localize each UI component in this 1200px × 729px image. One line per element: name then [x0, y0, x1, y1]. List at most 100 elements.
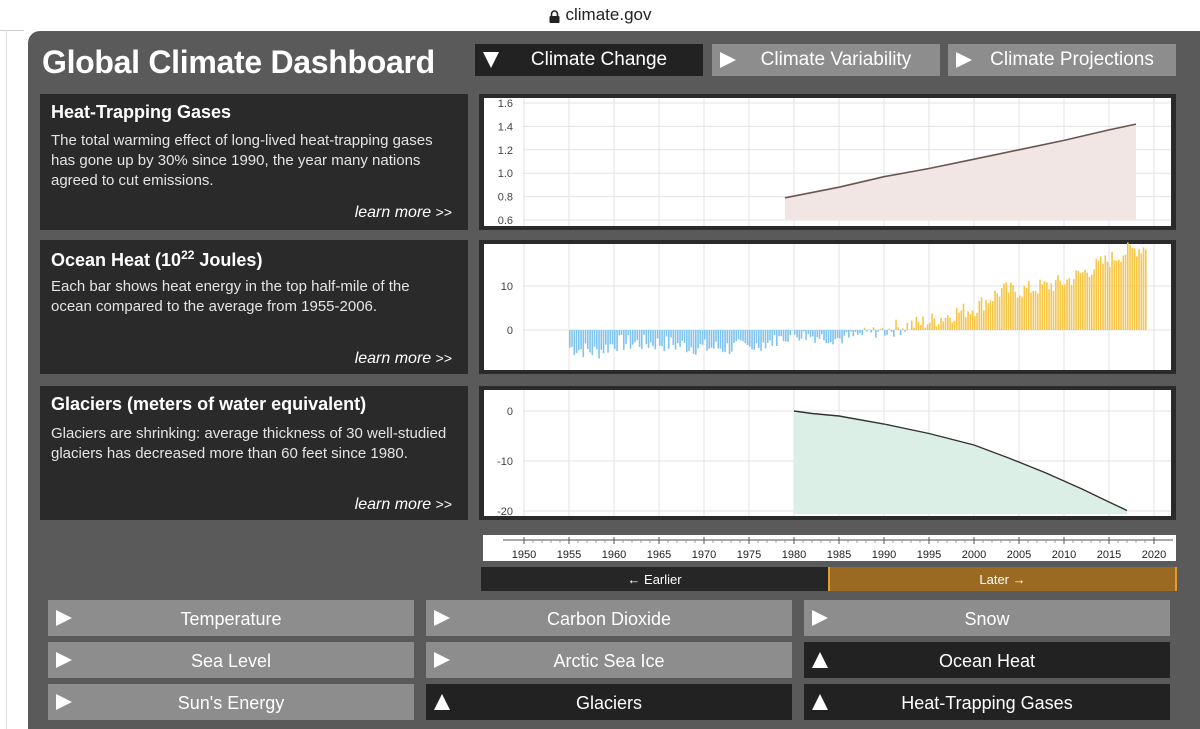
- ocean-heat-bar: [587, 330, 589, 349]
- ocean-heat-bar: [767, 330, 769, 343]
- ocean-heat-bar: [1127, 242, 1129, 330]
- ocean-heat-bar: [899, 330, 902, 336]
- ocean-heat-bar: [796, 330, 798, 338]
- ocean-heat-bar: [1138, 248, 1140, 330]
- tab-climate-variability[interactable]: Climate Variability: [712, 44, 940, 76]
- learn-more-link[interactable]: learn more >>: [355, 350, 452, 368]
- ocean-heat-bar: [870, 330, 873, 333]
- ocean-heat-bar: [798, 330, 801, 341]
- ocean-heat-bar: [598, 330, 600, 359]
- tab-climate-projections[interactable]: Climate Projections: [948, 44, 1176, 76]
- ocean-heat-bar: [904, 330, 906, 332]
- ocean-heat-bar: [1118, 259, 1120, 330]
- ocean-heat-bar: [620, 330, 623, 335]
- learn-more-arrow: >>: [435, 204, 452, 220]
- ocean-heat-bar: [753, 330, 756, 350]
- ocean-heat-bar: [591, 330, 594, 356]
- tab-label: Climate Projections: [990, 49, 1154, 70]
- tab-label: Climate Variability: [760, 49, 912, 70]
- year-tick-label: 2005: [1007, 549, 1031, 561]
- dashboard-title: Global Climate Dashboard: [42, 44, 435, 80]
- ocean-heat-bar: [911, 320, 913, 330]
- year-tick-label: 2000: [962, 549, 986, 561]
- ocean-heat-bar: [1104, 255, 1107, 330]
- year-tick-label: 1955: [557, 549, 581, 561]
- button-carbon-dioxide[interactable]: Carbon Dioxide: [426, 600, 792, 636]
- ocean-heat-bar: [607, 330, 609, 353]
- button-temperature[interactable]: Temperature: [48, 600, 414, 636]
- ocean-heat-bar: [850, 330, 852, 332]
- lock-icon: [549, 9, 559, 23]
- ocean-heat-bar: [1093, 269, 1095, 330]
- ocean-heat-bar: [1120, 262, 1122, 330]
- y-tick-label: -10: [497, 456, 513, 468]
- button-glaciers[interactable]: Glaciers: [426, 684, 792, 720]
- learn-more-link[interactable]: learn more >>: [355, 496, 452, 514]
- ocean-heat-bar: [1055, 280, 1057, 330]
- ocean-heat-bar: [836, 330, 839, 339]
- ocean-heat-bar: [764, 330, 767, 349]
- ocean-heat-bar: [755, 330, 758, 344]
- year-tick-label: 1975: [737, 549, 761, 561]
- triangle-right-icon: [956, 52, 972, 68]
- ocean-heat-bar: [886, 330, 888, 335]
- ocean-heat-bar: [641, 330, 643, 349]
- ocean-heat-bar: [1111, 251, 1113, 330]
- ocean-heat-bar: [1097, 260, 1100, 330]
- ocean-heat-bar: [1064, 284, 1066, 330]
- ocean-heat-bar: [1016, 297, 1019, 330]
- later-button[interactable]: Later →: [828, 567, 1177, 591]
- earlier-button[interactable]: ← Earlier: [481, 567, 828, 591]
- panel-glaciers: Glaciers (meters of water equivalent) Gl…: [40, 386, 468, 520]
- year-axis-svg: 1950 1955 1960 1965 1970 1975 1980 1985 1990 1995…: [503, 537, 1173, 561]
- button-suns-energy[interactable]: Sun's Energy: [48, 684, 414, 720]
- ocean-heat-bar: [618, 330, 621, 336]
- tab-climate-change[interactable]: Climate Change: [475, 44, 703, 76]
- ocean-heat-bar: [971, 310, 974, 330]
- button-ocean-heat[interactable]: Ocean Heat: [804, 642, 1170, 678]
- ocean-heat-bar: [890, 330, 893, 332]
- panel-description: Each bar shows heat energy in the top ha…: [51, 278, 410, 315]
- chart-glaciers: 0 -10 -20: [479, 386, 1176, 520]
- ocean-heat-bar: [776, 330, 778, 346]
- ocean-heat-bar: [717, 330, 720, 349]
- ocean-heat-bar: [614, 330, 616, 349]
- ocean-heat-bar: [616, 330, 618, 352]
- ocean-heat-bar: [965, 317, 967, 330]
- ocean-heat-bar: [830, 330, 832, 343]
- button-arctic-sea-ice[interactable]: Arctic Sea Ice: [426, 642, 792, 678]
- ocean-heat-bar: [785, 330, 787, 342]
- ocean-heat-bar: [632, 330, 634, 345]
- button-snow[interactable]: Snow: [804, 600, 1170, 636]
- button-heat-trapping-gases[interactable]: Heat-Trapping Gases: [804, 684, 1170, 720]
- earlier-label: ← Earlier: [627, 571, 682, 587]
- ocean-heat-bar: [713, 330, 715, 349]
- button-sea-level[interactable]: Sea Level: [48, 642, 414, 678]
- y-tick-label: 1.2: [498, 145, 513, 157]
- learn-more-link[interactable]: learn more >>: [355, 204, 452, 222]
- ocean-heat-bar: [704, 330, 706, 340]
- ocean-heat-bar: [843, 330, 846, 336]
- address-bar[interactable]: climate.gov: [0, 0, 1200, 30]
- ocean-heat-bar: [938, 324, 940, 330]
- ocean-heat-bar: [715, 330, 717, 342]
- panel-title: Heat-Trapping Gases: [51, 102, 231, 123]
- ocean-heat-bar: [1070, 284, 1073, 330]
- ocean-heat-bar: [744, 330, 747, 344]
- window-edge-vertical: [6, 30, 7, 729]
- y-tick-label: 1.0: [498, 168, 513, 180]
- panel-title-text: Glaciers (meters of water equivalent): [51, 394, 367, 414]
- ocean-heat-bar: [674, 330, 677, 350]
- ocean-heat-bar: [980, 297, 983, 330]
- ocean-heat-bar: [726, 330, 729, 344]
- ocean-heat-bar: [706, 330, 708, 351]
- heat-trapping-gases-chart-svg: 1.6 1.4 1.2 1.0 0.8 0.6: [484, 98, 1171, 227]
- year-tick-label: 1990: [872, 549, 896, 561]
- ocean-heat-bar: [627, 330, 630, 336]
- ocean-heat-bar: [733, 330, 735, 343]
- ocean-heat-bar: [670, 330, 672, 338]
- ocean-heat-bar: [758, 330, 760, 348]
- ocean-heat-bar: [602, 330, 605, 354]
- button-label: Sun's Energy: [177, 693, 285, 713]
- ocean-heat-bar: [740, 330, 742, 341]
